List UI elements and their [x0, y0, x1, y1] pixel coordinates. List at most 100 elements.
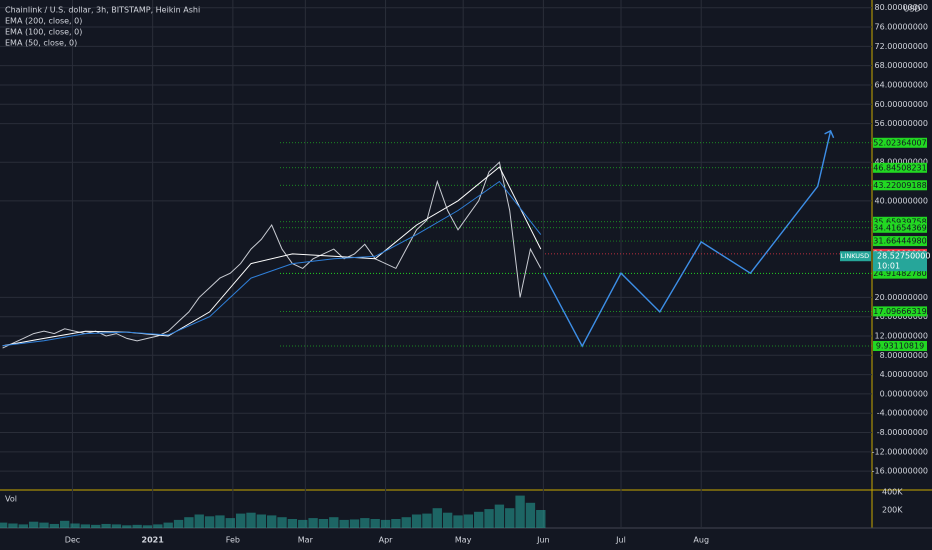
- volume-bar: [329, 517, 339, 528]
- volume-title: Vol: [5, 495, 17, 504]
- volume-bar: [39, 522, 49, 528]
- indicator-label: EMA (200, close, 0): [5, 17, 82, 26]
- volume-bar: [298, 519, 308, 528]
- volume-bar: [132, 524, 142, 528]
- volume-bar: [8, 523, 18, 528]
- y-tick-label: 76.00000000: [875, 23, 928, 32]
- countdown-label: 10:01: [877, 262, 900, 271]
- volume-bar: [391, 519, 401, 528]
- x-tick-label: Dec: [65, 536, 80, 545]
- y-tick-label: 8.00000000: [880, 351, 928, 360]
- level-tag: [873, 268, 927, 279]
- x-tick-label: 2021: [142, 536, 165, 545]
- level-tag: [873, 216, 927, 227]
- y-tick-label: 4.00000000: [880, 370, 928, 379]
- volume-bar: [349, 519, 360, 528]
- level-label: 9.93110819: [876, 341, 924, 350]
- volume-tick-label: 400K: [882, 488, 903, 497]
- y-tick-label: 72.00000000: [875, 42, 928, 51]
- series-line: [2, 180, 542, 347]
- series-line: [2, 166, 542, 347]
- series-line: [2, 161, 542, 349]
- level-label: 35.65939758: [873, 217, 926, 226]
- volume-bar: [111, 524, 122, 528]
- volume-bar: [515, 495, 525, 528]
- volume-bar: [474, 511, 484, 528]
- volume-bar: [287, 519, 298, 528]
- volume-bar: [122, 525, 132, 528]
- volume-bar: [442, 512, 453, 528]
- level-label: 52.02364007: [873, 138, 926, 147]
- indicator-label: EMA (100, close, 0): [5, 28, 82, 37]
- volume-bar: [494, 504, 505, 528]
- volume-bar: [256, 514, 267, 528]
- volume-bar: [401, 517, 411, 528]
- volume-bar: [246, 512, 256, 528]
- indicator-label: EMA (50, close, 0): [5, 39, 77, 48]
- volume-bar: [184, 517, 194, 528]
- grid: [0, 0, 872, 528]
- x-tick-label: May: [455, 536, 472, 545]
- y-tick-label: 56.00000000: [875, 119, 928, 128]
- volume-bar: [101, 523, 111, 528]
- y-tick-label: -16.00000000: [872, 467, 928, 476]
- volume-bar: [411, 514, 422, 528]
- y-tick-label: -8.00000000: [877, 428, 928, 437]
- volume-bar: [370, 519, 380, 528]
- volume-bar: [453, 515, 463, 528]
- volume-bar: [422, 513, 432, 528]
- volume-bar: [194, 514, 204, 528]
- axis: 80.00000000 76.00000000 72.00000000 68.0000…: [65, 3, 931, 544]
- volume-bar: [339, 519, 349, 528]
- volume-bar: [173, 519, 184, 528]
- volume-bar: [267, 515, 277, 528]
- x-tick-label: Feb: [226, 536, 240, 545]
- plot: [0, 129, 872, 528]
- volume-bar: [142, 525, 153, 528]
- volume-bar: [80, 524, 91, 528]
- volume-bar: [432, 508, 442, 528]
- y-tick-label: 60.00000000: [875, 100, 928, 109]
- x-tick-label: Mar: [298, 536, 314, 545]
- level-tag: [873, 236, 927, 247]
- y-tick-label: 40.00000000: [875, 196, 928, 205]
- x-tick-label: Jun: [536, 536, 550, 545]
- volume-bar: [215, 515, 225, 528]
- y-tick-label: 80.00000000: [875, 3, 928, 12]
- volume-bar: [235, 513, 246, 528]
- level-label: 46.84508231: [873, 163, 926, 172]
- arrow-head: [824, 129, 835, 139]
- level-tag: [873, 137, 927, 148]
- volume-bar: [60, 520, 70, 528]
- volume-bar: [536, 510, 546, 528]
- volume-bar: [225, 518, 235, 528]
- y-tick-label: -4.00000000: [877, 409, 928, 418]
- volume-bar: [18, 524, 28, 528]
- series-line: [542, 130, 832, 348]
- level-label: 24.91482780: [873, 269, 926, 278]
- volume-bar: [360, 518, 370, 528]
- y-tick-label: -12.00000000: [872, 447, 928, 456]
- y-tick-label: 20.00000000: [875, 293, 928, 302]
- volume-bar: [308, 518, 318, 528]
- volume-bar: [318, 519, 329, 528]
- symbol-tag: [840, 251, 871, 262]
- y-tick-label: 64.00000000: [875, 80, 928, 89]
- volume-bar: [204, 516, 215, 528]
- volume-bar: [70, 523, 80, 528]
- volume-bar: [525, 502, 536, 528]
- chart-title: Chainlink / U.S. dollar, 3h, BITSTAMP, H…: [5, 6, 200, 15]
- volume-bar: [380, 519, 391, 528]
- level-label: 31.66444980: [873, 237, 926, 246]
- x-tick-label: Jul: [615, 536, 626, 545]
- symbol-label: LINKUSD: [841, 252, 869, 260]
- level-tag: [873, 306, 927, 317]
- volume-bar: [49, 523, 60, 528]
- level-label: 34.41654369: [873, 223, 926, 232]
- y-tick-label: 12.00000000: [875, 332, 928, 341]
- level-tag: [873, 222, 927, 233]
- y-tick-label: 16.00000000: [875, 312, 928, 321]
- volume-bar: [91, 524, 101, 528]
